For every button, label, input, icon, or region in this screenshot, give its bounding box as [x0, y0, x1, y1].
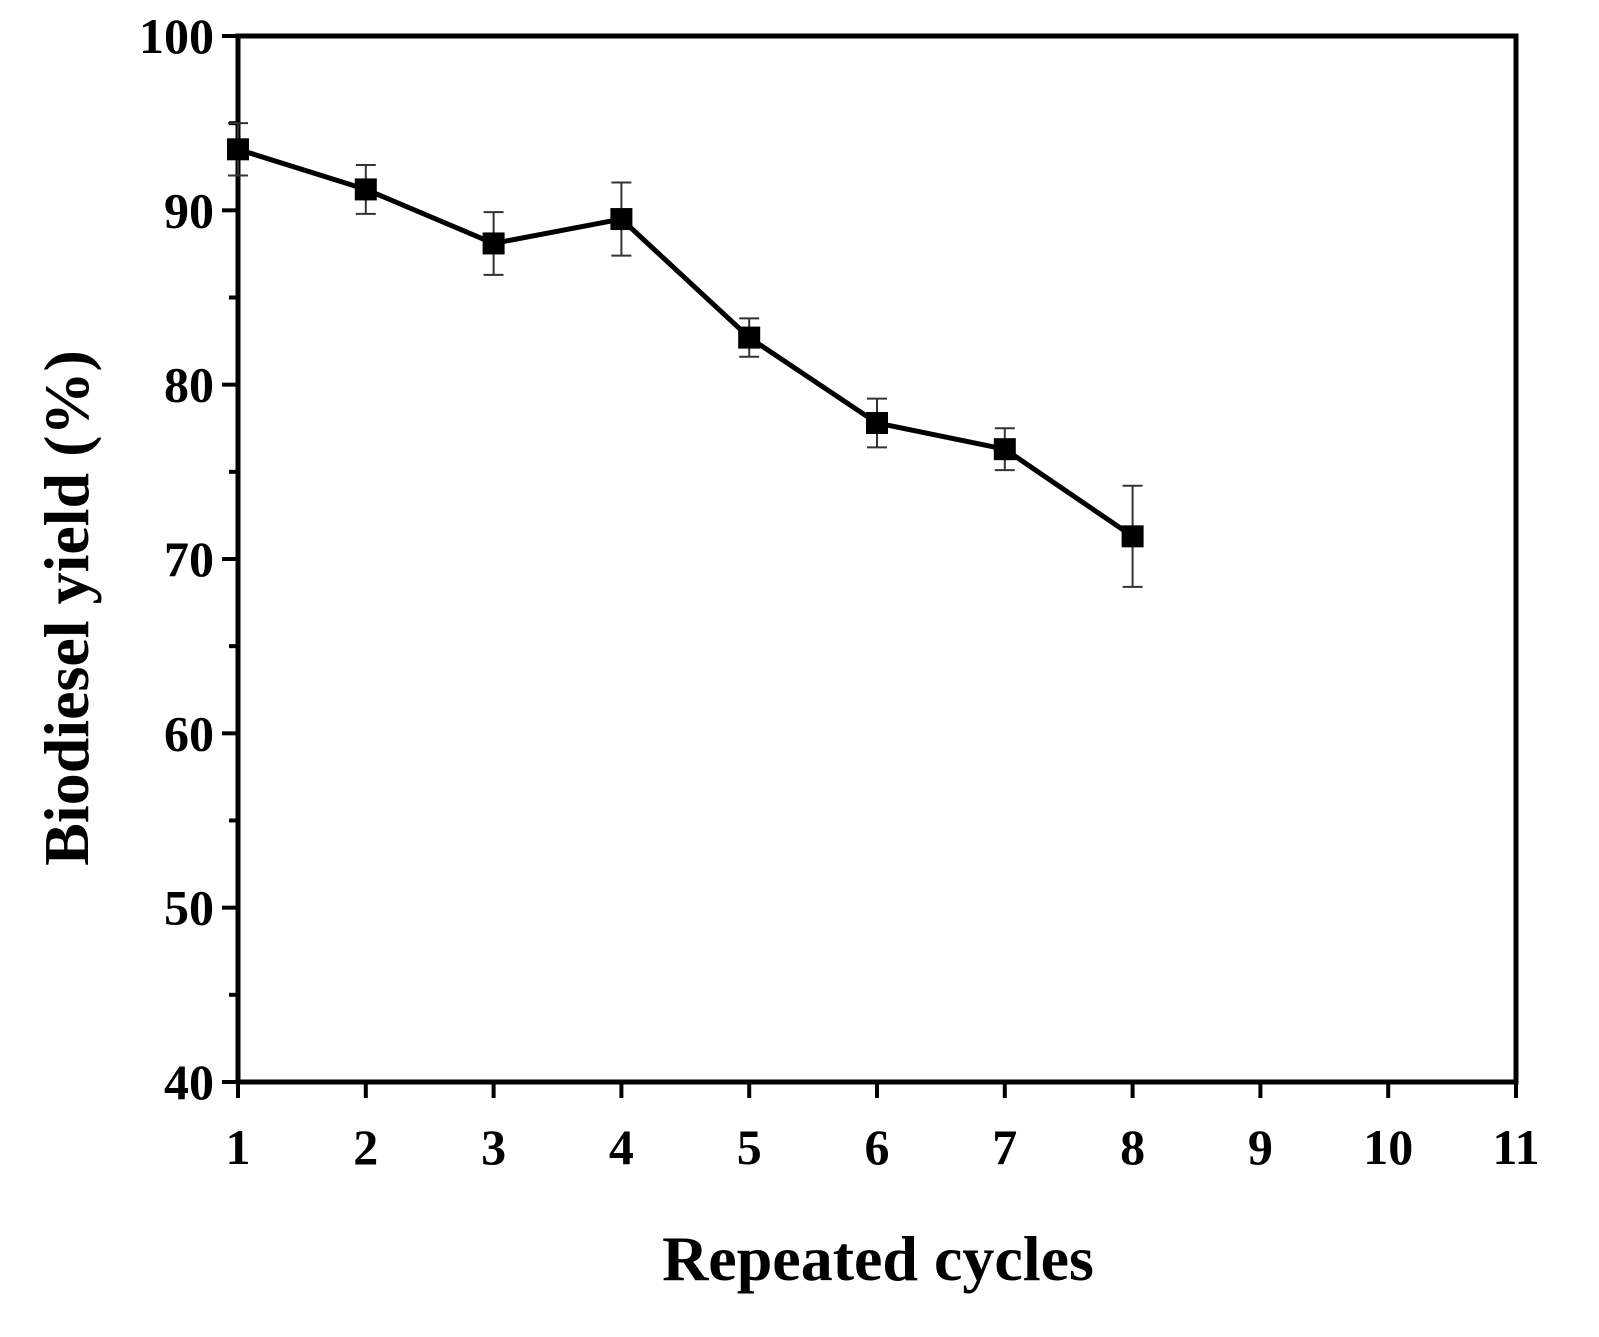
data-point-5 — [738, 326, 761, 349]
y-tick-label-40: 40 — [164, 1054, 214, 1110]
x-tick-label-1: 1 — [226, 1119, 251, 1175]
x-tick-label-5: 5 — [737, 1119, 762, 1175]
data-point-4 — [610, 208, 633, 231]
data-point-7 — [993, 438, 1016, 461]
x-tick-label-6: 6 — [865, 1119, 890, 1175]
data-point-2 — [354, 178, 377, 201]
y-axis-title: Biodiesel yield (%) — [31, 350, 102, 866]
y-tick-label-100: 100 — [139, 8, 214, 64]
data-point-1 — [227, 138, 249, 161]
y-tick-label-70: 70 — [164, 531, 214, 587]
ticks-layer — [222, 34, 1518, 1098]
y-tick-label-50: 50 — [164, 880, 214, 936]
x-tick-label-11: 11 — [1492, 1119, 1539, 1175]
plot-frame — [235, 33, 1519, 1085]
data-point-6 — [866, 412, 888, 435]
y-tick-label-60: 60 — [164, 705, 214, 761]
x-tick-label-3: 3 — [481, 1119, 506, 1175]
data-point-3 — [482, 232, 505, 255]
x-axis-title: Repeated cycles — [662, 1223, 1094, 1294]
x-tick-label-2: 2 — [353, 1119, 378, 1175]
x-tick-label-9: 9 — [1248, 1119, 1273, 1175]
x-tick-label-8: 8 — [1120, 1119, 1145, 1175]
y-tick-label-90: 90 — [164, 182, 214, 238]
x-tick-label-7: 7 — [992, 1119, 1017, 1175]
x-tick-label-10: 10 — [1363, 1119, 1413, 1175]
series-line — [237, 146, 1135, 539]
x-tick-label-4: 4 — [609, 1119, 634, 1175]
y-tick-label-80: 80 — [164, 357, 214, 413]
data-point-8 — [1121, 525, 1144, 548]
series-layer — [227, 122, 1144, 588]
labels-layer: 1 2 3 4 5 6 7 8 9 10 11 40 50 60 70 80 90 100 — [139, 8, 1540, 1175]
frame-layer — [235, 33, 1519, 1085]
